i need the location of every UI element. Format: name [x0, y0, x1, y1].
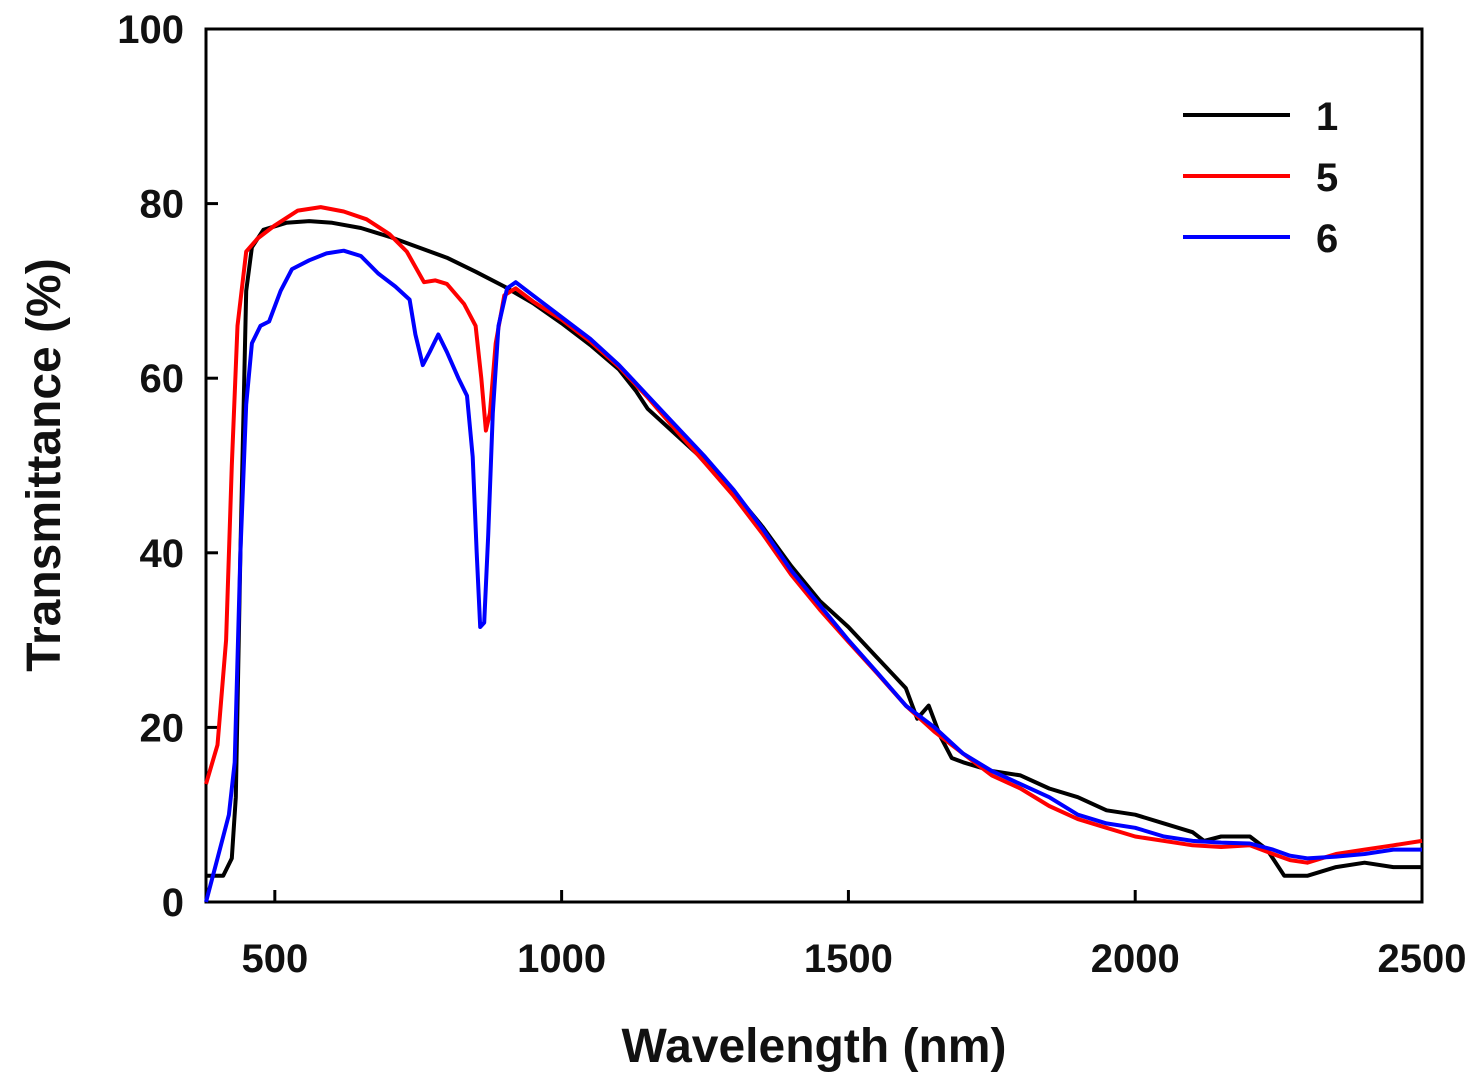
y-axis-ticks: 0 20 40 60 80 100 — [117, 8, 218, 925]
legend-label: 6 — [1316, 217, 1338, 261]
y-tick-label: 40 — [140, 532, 185, 576]
legend-label: 1 — [1316, 95, 1338, 139]
x-tick-label: 500 — [241, 937, 308, 981]
x-axis-title: Wavelength (nm) — [622, 1020, 1007, 1073]
legend-label: 5 — [1316, 156, 1338, 200]
y-tick-label: 20 — [140, 706, 185, 750]
y-tick-label: 80 — [140, 183, 185, 227]
series-line-1 — [206, 219, 1422, 878]
plot-frame — [204, 27, 1424, 904]
series-layer — [204, 205, 1423, 903]
y-axis-title: Transmittance (%) — [18, 258, 71, 671]
x-tick-label: 2500 — [1378, 937, 1467, 981]
y-tick-label: 100 — [117, 8, 184, 52]
x-tick-label: 1500 — [804, 937, 893, 981]
x-tick-label: 1000 — [517, 937, 606, 981]
x-tick-label: 2000 — [1091, 937, 1180, 981]
series-line-5 — [204, 205, 1423, 865]
y-tick-label: 60 — [140, 357, 185, 401]
legend-item-5: 5 — [1183, 156, 1338, 200]
x-axis-ticks: 500 1000 1500 2000 2500 — [241, 890, 1466, 981]
y-tick-label: 0 — [162, 881, 184, 925]
legend-item-6: 6 — [1183, 217, 1338, 261]
legend-item-1: 1 — [1183, 95, 1338, 139]
series-line-6 — [204, 248, 1422, 903]
legend: 1 5 6 — [1183, 95, 1338, 261]
